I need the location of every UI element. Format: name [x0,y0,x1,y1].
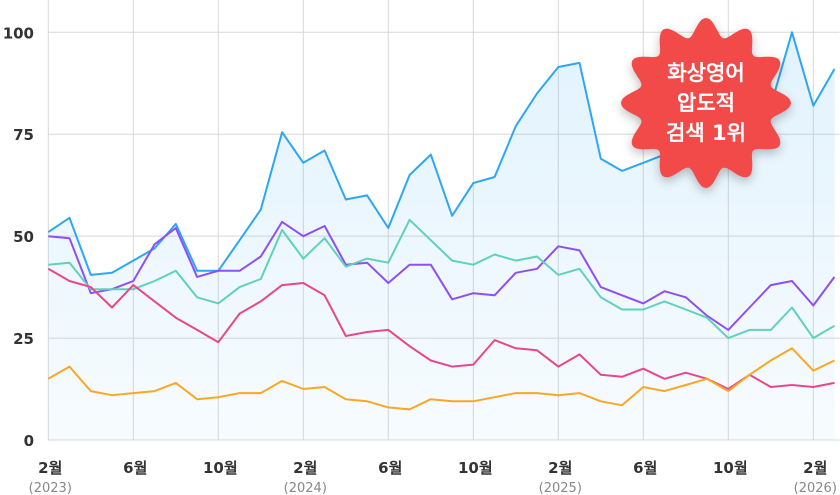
x-tick-label: 10월 [713,459,748,477]
x-tick-year: (2023) [29,481,72,495]
y-tick-label: 25 [13,330,34,348]
badge-line-3: 검색 1위 [666,121,746,145]
x-axis: 2월 (2023) 6월 10월 2월 (2024) 6월 10월 2월 (2025) 6월 10월 2… [29,459,837,495]
y-tick-label: 0 [24,432,34,450]
x-tick-label: 2월 [38,459,62,477]
series-line-3 [47,267,835,390]
badge-line-1: 화상영어 [667,61,744,85]
y-tick-label: 50 [13,228,34,246]
badge-starburst-shape [621,18,791,188]
badge: 화상영어 압도적 검색 1위 [621,18,791,188]
y-tick-label: 100 [3,24,34,42]
x-tick-label: 6월 [378,459,402,477]
x-tick-label: 2월 [548,459,572,477]
y-tick-label: 75 [13,126,34,144]
x-tick-year: (2026) [794,481,837,495]
x-tick-label: 10월 [458,459,493,477]
x-tick-label: 2월 [293,459,317,477]
x-tick-label: 6월 [123,459,147,477]
y-axis: 0 25 50 75 100 [3,24,34,450]
series-line-1 [48,220,836,331]
series-area-0 [48,32,835,441]
x-tick-label: 10월 [203,459,238,477]
badge-line-2: 압도적 [677,91,735,115]
x-tick-year: (2024) [284,481,327,495]
x-tick-label: 6월 [633,459,657,477]
series-line-2 [48,218,836,340]
x-tick-label: 2월 [803,459,827,477]
series-line-4 [47,347,835,411]
x-tick-year: (2025) [539,481,582,495]
areas [48,32,835,441]
